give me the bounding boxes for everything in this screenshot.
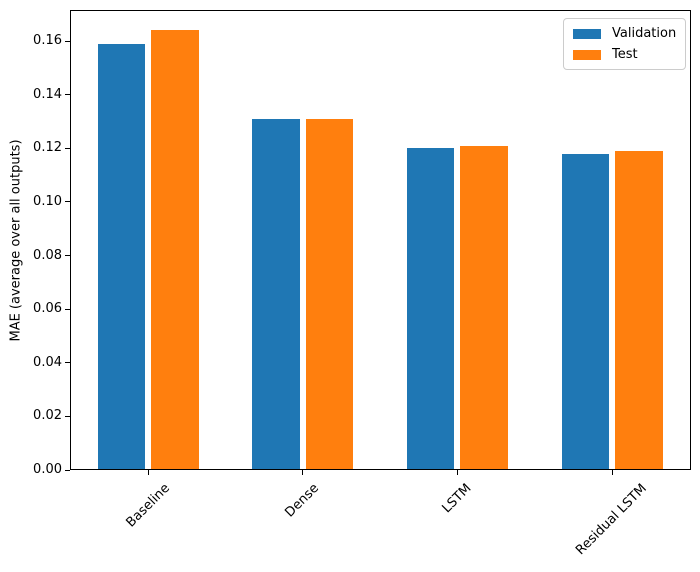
y-axis-tick-label: 0.06 (33, 301, 62, 317)
y-axis-tick (65, 40, 70, 42)
y-axis-tick (65, 362, 70, 364)
validation-swatch-icon (573, 28, 601, 39)
legend-entry-validation: Validation (573, 26, 676, 41)
x-axis-tick-label: LSTM (439, 481, 475, 517)
y-axis-tick (65, 94, 70, 96)
x-axis-tick-label: Baseline (122, 480, 173, 531)
y-axis-tick (65, 308, 70, 310)
legend-label: Test (612, 47, 638, 62)
x-axis-tick (147, 470, 149, 475)
y-axis-tick-label: 0.12 (33, 140, 62, 156)
bar-test-lstm (460, 145, 508, 469)
y-axis-tick-label: 0.00 (33, 462, 62, 477)
x-axis-tick (302, 470, 304, 475)
y-axis-tick-label: 0.10 (33, 193, 62, 209)
legend-label: Validation (612, 26, 677, 41)
x-axis-tick (456, 470, 458, 475)
legend: Validation Test (563, 18, 687, 70)
y-axis-tick-label: 0.14 (33, 86, 62, 102)
bar-validation-dense (252, 118, 300, 469)
bar-validation-residual-lstm (561, 153, 609, 469)
test-swatch-icon (573, 49, 601, 60)
x-axis-tick (611, 470, 613, 475)
y-axis-tick (65, 255, 70, 257)
bar-test-residual-lstm (615, 151, 663, 469)
y-axis-tick (65, 469, 70, 471)
bar-validation-baseline (97, 43, 145, 469)
y-axis-tick-label: 0.16 (33, 33, 62, 49)
y-axis-tick-label: 0.02 (33, 408, 62, 424)
legend-entry-test: Test (573, 47, 676, 62)
bar-validation-lstm (406, 148, 455, 469)
y-axis-tick-label: 0.04 (33, 354, 62, 370)
y-axis-tick (65, 147, 70, 149)
bar-test-baseline (151, 30, 199, 469)
y-axis-tick (65, 415, 70, 417)
y-axis-tick-label: 0.08 (33, 247, 62, 263)
x-axis-tick-label: Residual LSTM (573, 481, 650, 558)
bar-test-dense (305, 118, 354, 469)
x-axis-tick-label: Dense (282, 480, 323, 521)
y-axis-tick (65, 201, 70, 203)
